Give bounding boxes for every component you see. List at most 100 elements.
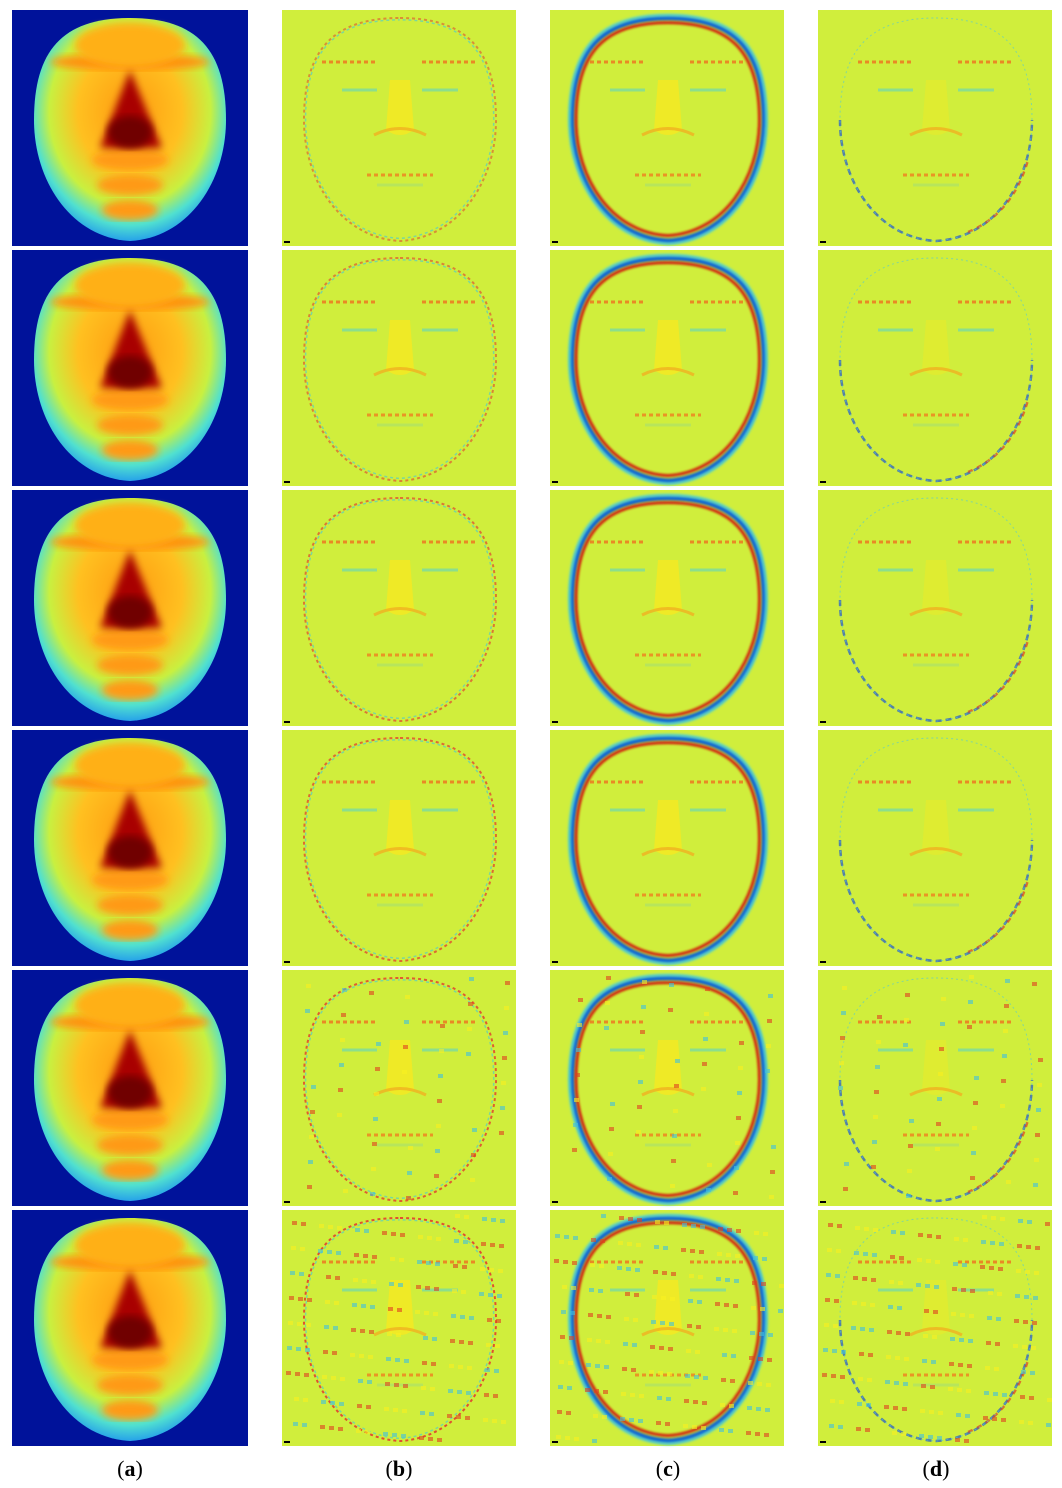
noise-speck [590, 1263, 595, 1267]
noise-speck [1038, 1058, 1043, 1062]
noise-speck [637, 1105, 642, 1109]
noise-speck [855, 1226, 860, 1230]
noise-speck [768, 994, 773, 998]
noise-speck [822, 1373, 827, 1377]
noise-speck [593, 1414, 598, 1418]
noise-speck [372, 1142, 377, 1146]
noise-speck [607, 1177, 612, 1181]
panel-image [550, 490, 784, 726]
caption: (a) [70, 1456, 190, 1482]
noise-speck [970, 1289, 975, 1293]
noise-speck [299, 1272, 304, 1276]
caption: (c) [608, 1456, 728, 1482]
noise-speck [354, 1253, 359, 1257]
noise-speck [667, 1372, 672, 1376]
noise-speck [724, 1303, 729, 1307]
noise-speck [340, 1038, 345, 1042]
noise-speck [909, 1119, 914, 1123]
noise-speck [682, 1223, 687, 1227]
noise-speck [432, 1337, 437, 1341]
depth-band [92, 630, 168, 650]
panel-image [12, 730, 248, 966]
noise-speck [319, 1224, 324, 1228]
noise-speck [355, 1228, 360, 1232]
noise-speck [905, 1332, 910, 1336]
noise-speck [307, 1185, 312, 1189]
noise-speck [649, 1370, 654, 1374]
noise-speck [642, 980, 647, 984]
noise-speck [438, 1074, 443, 1078]
noise-speck [496, 1319, 501, 1323]
noise-speck [310, 1110, 315, 1114]
noise-speck [758, 1357, 763, 1361]
noise-speck [908, 1144, 913, 1148]
noise-speck [874, 1090, 879, 1094]
noise-speck [966, 1389, 971, 1393]
noise-speck [950, 1337, 955, 1341]
noise-speck [357, 1404, 362, 1408]
noise-speck [739, 1041, 744, 1045]
noise-speck [327, 1250, 332, 1254]
noise-speck [440, 1024, 445, 1028]
noise-speck [450, 1339, 455, 1343]
noise-speck [492, 1419, 497, 1423]
noise-speck [653, 1270, 658, 1274]
noise-speck [756, 1407, 761, 1411]
noise-speck [888, 1305, 893, 1309]
noise-speck [437, 1438, 442, 1442]
depth-band [102, 440, 158, 460]
noise-speck [595, 1364, 600, 1368]
noise-speck [989, 1266, 994, 1270]
noise-speck [621, 1392, 626, 1396]
noise-speck [564, 1235, 569, 1239]
noise-speck [402, 1070, 407, 1074]
noise-speck [840, 1375, 845, 1379]
noise-speck [1035, 1246, 1040, 1250]
noise-speck [825, 1298, 830, 1302]
noise-speck [657, 1396, 662, 1400]
depth-band [102, 1160, 158, 1180]
noise-speck [894, 1381, 899, 1385]
noise-speck [617, 1266, 622, 1270]
noise-speck [952, 1287, 957, 1291]
noise-speck [735, 1254, 740, 1258]
noise-speck [904, 1018, 909, 1022]
noise-speck [1013, 1344, 1018, 1348]
noise-speck [639, 1394, 644, 1398]
noise-speck [871, 1165, 876, 1169]
noise-speck [488, 1293, 493, 1297]
noise-speck [962, 1263, 967, 1267]
noise-speck [968, 1339, 973, 1343]
noise-speck [290, 1271, 295, 1275]
noise-speck [1024, 1295, 1029, 1299]
noise-speck [423, 1336, 428, 1340]
noise-speck [695, 1350, 700, 1354]
noise-speck [418, 1235, 423, 1239]
noise-speck [872, 1140, 877, 1144]
noise-speck [634, 1293, 639, 1297]
noise-speck [892, 1431, 897, 1435]
corner-mark [284, 721, 290, 723]
figure-grid [0, 0, 1062, 1450]
noise-speck [690, 1249, 695, 1253]
nose-tip [108, 596, 152, 628]
noise-speck [339, 1063, 344, 1067]
noise-speck [685, 1374, 690, 1378]
noise-speck [495, 1344, 500, 1348]
noise-speck [765, 1408, 770, 1412]
noise-speck [839, 1061, 844, 1065]
noise-speck [683, 1424, 688, 1428]
noise-speck [691, 1224, 696, 1228]
noise-speck [333, 1326, 338, 1330]
noise-speck [1033, 1296, 1038, 1300]
depth-band [92, 1110, 168, 1130]
noise-speck [748, 1381, 753, 1385]
noise-speck [666, 1397, 671, 1401]
noise-speck [578, 998, 583, 1002]
noise-speck [306, 984, 311, 988]
noise-speck [307, 1298, 312, 1302]
noise-speck [731, 1354, 736, 1358]
noise-speck [620, 1417, 625, 1421]
noise-speck [1020, 1395, 1025, 1399]
noise-speck [993, 1392, 998, 1396]
